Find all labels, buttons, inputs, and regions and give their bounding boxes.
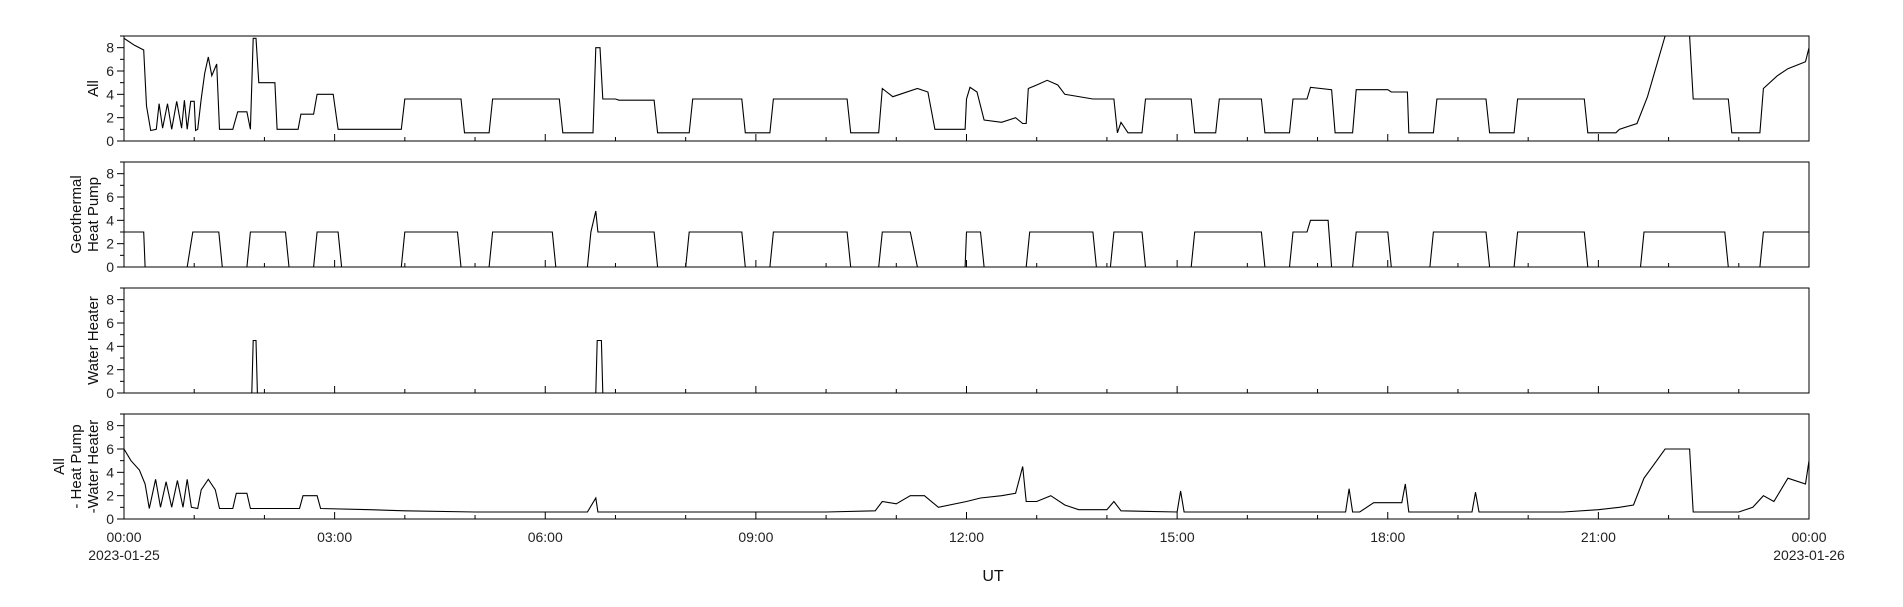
panel-frame	[123, 287, 1810, 394]
y-tick-label: 4	[106, 338, 114, 354]
y-axis-title-line: Geothermal	[68, 175, 85, 253]
x-tick-label: 21:00	[1581, 529, 1616, 545]
y-axis-title-line: All	[51, 458, 68, 475]
y-tick-label: 2	[106, 236, 114, 252]
x-axis-title: UT	[982, 568, 1004, 585]
panel-4: 0 2 4 6 8 All - Heat Pump -Water Heater	[51, 413, 1810, 527]
y-axis-title-line: All	[85, 80, 102, 97]
y-tick-label: 2	[106, 110, 114, 126]
panel-frame	[123, 413, 1810, 520]
x-tick-label: 00:00	[106, 529, 141, 545]
y-tick-label: 2	[106, 362, 114, 378]
series-line	[123, 448, 1810, 513]
y-tick-label: 6	[106, 189, 114, 205]
y-tick-label: 8	[106, 292, 114, 308]
x-tick-label: 00:00	[1791, 529, 1826, 545]
x-tick-date-label: 2023-01-26	[1773, 547, 1845, 563]
y-axis-title-line: Heat Pump	[85, 177, 102, 252]
y-tick-label: 4	[106, 464, 114, 480]
panel-frame	[123, 35, 1810, 142]
y-tick-label: 6	[106, 63, 114, 79]
panel-2: 0 2 4 6 8 Geothermal Heat Pump	[68, 161, 1810, 275]
series-line	[124, 210, 1809, 268]
x-tick-label: 18:00	[1370, 529, 1405, 545]
y-tick-label: 0	[106, 511, 114, 527]
y-tick-label: 2	[106, 488, 114, 504]
y-tick-label: 6	[106, 441, 114, 457]
x-axis: UT 00:00 03:00 06:00 09:00 12:00 15:00 18:00 21…	[88, 529, 1845, 585]
x-tick-label: 09:00	[738, 529, 773, 545]
y-tick-label: 6	[106, 315, 114, 331]
y-tick-label: 8	[106, 166, 114, 182]
panel-1: 0 2 4 6 8 All	[85, 35, 1810, 149]
x-tick-label: 03:00	[317, 529, 352, 545]
y-tick-label: 0	[106, 133, 114, 149]
y-axis-title-line: - Heat Pump	[68, 424, 85, 508]
y-tick-label: 8	[106, 40, 114, 56]
y-tick-label: 8	[106, 418, 114, 434]
y-axis-title-line: Water Heater	[85, 296, 102, 385]
x-tick-label: 15:00	[1160, 529, 1195, 545]
y-tick-label: 4	[106, 212, 114, 228]
panel-frame	[123, 161, 1810, 268]
x-tick-label: 06:00	[528, 529, 563, 545]
y-tick-label: 0	[106, 259, 114, 275]
y-tick-label: 4	[106, 86, 114, 102]
y-tick-label: 0	[106, 385, 114, 401]
series-line	[124, 339, 1809, 394]
x-tick-date-label: 2023-01-25	[88, 547, 160, 563]
series-line	[123, 35, 1810, 134]
y-axis-title-line: -Water Heater	[85, 420, 102, 514]
x-tick-label: 12:00	[949, 529, 984, 545]
